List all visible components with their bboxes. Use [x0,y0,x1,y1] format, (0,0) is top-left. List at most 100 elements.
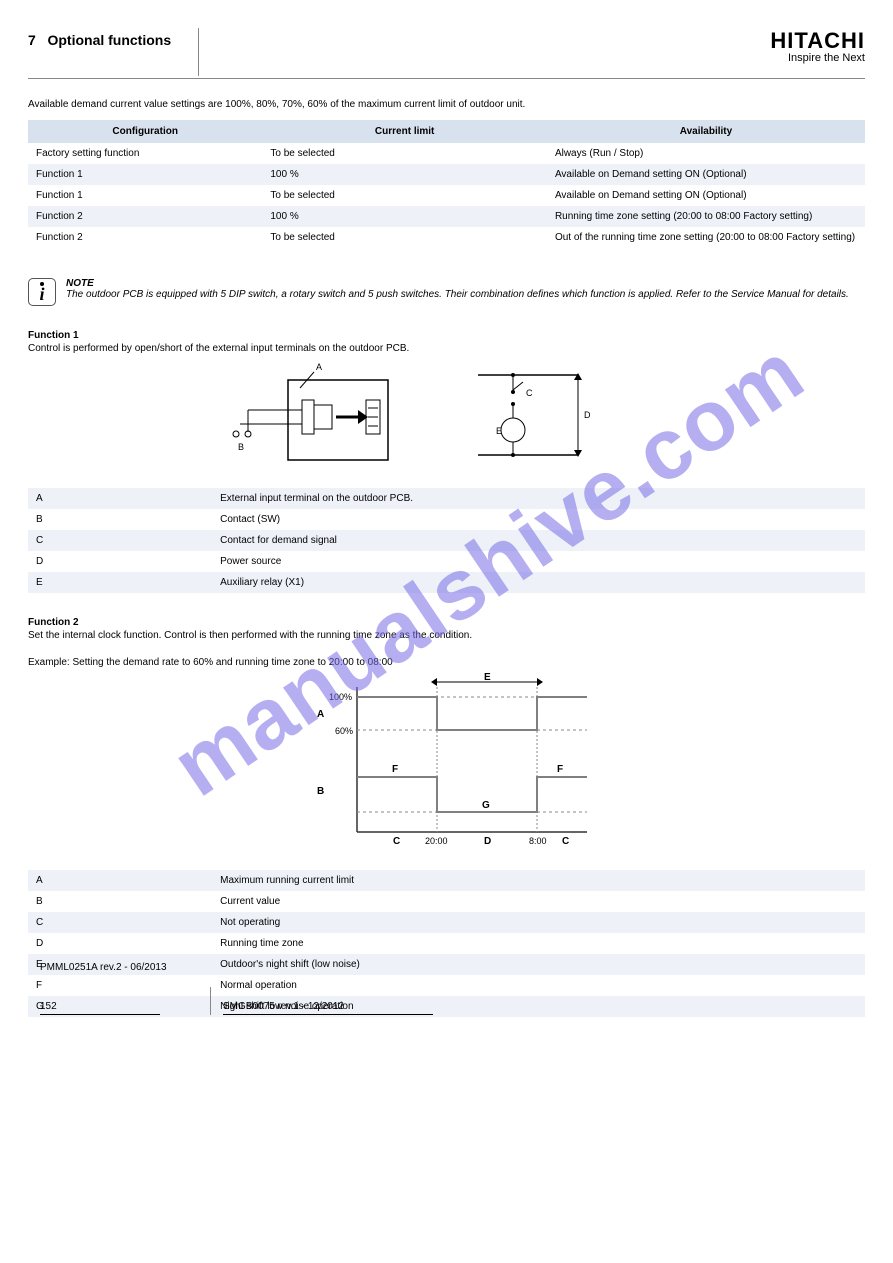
cell: Out of the running time zone setting (20… [547,227,865,248]
relay-schematic-icon: C E D [458,360,608,470]
cell: C [28,912,212,933]
table-row: Function 2 100 % Running time zone setti… [28,206,865,227]
xtick-20: 20:00 [425,836,448,846]
cell: A [28,488,212,509]
cell: Function 1 [28,185,262,206]
footer-doc-block: SMGB0075 rev.1 - 12/2012 [211,1001,433,1015]
page-footer: PMML0251A rev.2 - 06/2013 152 SMGB0075 r… [40,962,853,1015]
diag-label-e: E [496,426,502,436]
xtick-8: 8:00 [529,836,547,846]
function1-heading: Function 1 [28,330,865,341]
footer-doc: SMGB0075 rev.1 - 12/2012 [223,1001,433,1012]
chart-label-e: E [484,672,491,683]
col-limit: Current limit [262,120,547,143]
cell: Function 1 [28,164,262,185]
function1-diagram-row: A B C E [28,360,865,470]
ytick-60: 60% [335,726,353,736]
cell: D [28,551,212,572]
cell: Maximum running current limit [212,870,865,891]
col-avail: Availability [547,120,865,143]
cell: Auxiliary relay (X1) [212,572,865,593]
info-icon: i [28,278,56,306]
cell: Function 2 [28,227,262,248]
section-title-text: Optional functions [47,32,171,48]
timing-chart: 100% 60% A B F F G E C 20:00 D 8:00 C [28,672,865,852]
logo-tagline: Inspire the Next [788,52,865,64]
cell: To be selected [262,227,547,248]
chart-label-d: D [484,836,491,847]
cell: Function 2 [28,206,262,227]
footer-pm: PMML0251A rev.2 - 06/2013 [40,962,853,973]
footer-page-block: 152 [40,1001,210,1015]
timing-chart-svg: 100% 60% A B F F G E C 20:00 D 8:00 C [287,672,607,852]
table-row: Function 1 To be selected Available on D… [28,185,865,206]
cell: Power source [212,551,865,572]
cell: Not operating [212,912,865,933]
legend-row: CNot operating [28,912,865,933]
cell: Contact (SW) [212,509,865,530]
cell: Contact for demand signal [212,530,865,551]
legend-row: DRunning time zone [28,933,865,954]
footer-rule-left [40,1014,160,1015]
cell: 100 % [262,206,547,227]
cell: D [28,933,212,954]
note-heading: NOTE [66,278,849,289]
function1-legend: AExternal input terminal on the outdoor … [28,488,865,593]
chart-label-f2: F [557,764,563,775]
cell: To be selected [262,143,547,164]
cell: 100 % [262,164,547,185]
info-note: i NOTE The outdoor PCB is equipped with … [28,278,865,306]
legend-row: AExternal input terminal on the outdoor … [28,488,865,509]
logo-text: HITACHI [770,28,865,54]
function2-heading: Function 2 [28,617,865,628]
diag-label-a: A [316,362,322,372]
note-body: NOTE The outdoor PCB is equipped with 5 … [66,278,849,300]
table-row: Factory setting function To be selected … [28,143,865,164]
legend-row: DPower source [28,551,865,572]
function2-text: Set the internal clock function. Control… [28,630,865,641]
ytick-100: 100% [329,692,352,702]
chart-label-g: G [482,800,490,811]
cell: B [28,891,212,912]
cell: A [28,870,212,891]
function1-text: Control is performed by open/short of th… [28,343,865,354]
cell: Current value [212,891,865,912]
note-text: The outdoor PCB is equipped with 5 DIP s… [66,289,849,300]
table-row: Function 2 To be selected Out of the run… [28,227,865,248]
diag-label-d: D [584,410,591,420]
page-header: 7 Optional functions HITACHI Inspire the… [28,28,865,76]
function2-example: Example: Setting the demand rate to 60% … [28,657,865,668]
table-row: Function 1 100 % Available on Demand set… [28,164,865,185]
config-table: Configuration Current limit Availability… [28,120,865,248]
cell: Available on Demand setting ON (Optional… [547,185,865,206]
cell: B [28,509,212,530]
table-header-row: Configuration Current limit Availability [28,120,865,143]
footer-page: 152 [40,1001,210,1012]
legend-row: AMaximum running current limit [28,870,865,891]
cell: Factory setting function [28,143,262,164]
cell: E [28,572,212,593]
section-number: 7 Optional functions [28,28,198,48]
cell: To be selected [262,185,547,206]
cell: Always (Run / Stop) [547,143,865,164]
pcb-schematic-icon: A B [218,360,398,470]
chart-label-a: A [317,709,324,720]
cell: C [28,530,212,551]
chart-label-c1: C [393,836,400,847]
cell: Available on Demand setting ON (Optional… [547,164,865,185]
chart-label-f1: F [392,764,398,775]
chart-label-b: B [317,786,324,797]
svg-text:C: C [526,388,533,398]
diag-label-b: B [238,442,244,452]
brand-block: HITACHI Inspire the Next [199,28,865,64]
cell: External input terminal on the outdoor P… [212,488,865,509]
footer-rule-mid [223,1014,433,1015]
col-config: Configuration [28,120,262,143]
cell: Running time zone setting (20:00 to 08:0… [547,206,865,227]
header-rule [28,78,865,79]
legend-row: BCurrent value [28,891,865,912]
legend-row: EAuxiliary relay (X1) [28,572,865,593]
legend-row: CContact for demand signal [28,530,865,551]
intro-paragraph: Available demand current value settings … [28,99,865,110]
cell: Running time zone [212,933,865,954]
